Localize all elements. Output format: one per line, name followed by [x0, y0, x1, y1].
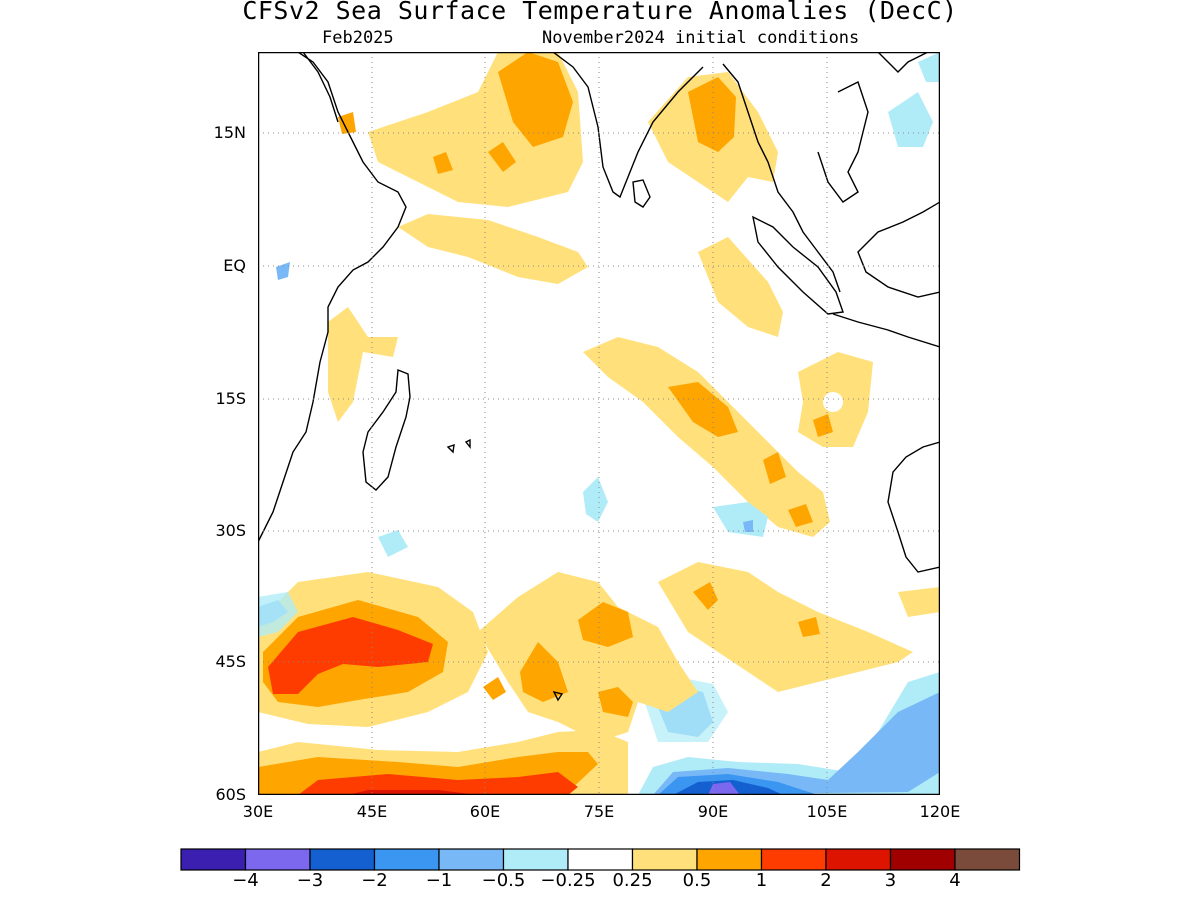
colorbar-label: 3: [884, 870, 897, 891]
anomaly-pos05-sc-blob4: [483, 677, 506, 700]
colorbar-label: 2: [820, 870, 832, 891]
lon-label-45e: 45E: [356, 802, 388, 821]
colorbar-swatch: [180, 848, 247, 871]
anomaly-pos05-arabian1: [498, 52, 573, 147]
colorbar-label: −1: [425, 870, 453, 891]
anomaly-pos05-arabian2: [488, 142, 516, 172]
colorbar-label: 1: [755, 870, 768, 891]
colorbar-swatch: [438, 848, 505, 871]
anomaly-neg025-mid: [583, 477, 608, 522]
colorbar-label: −0.5: [481, 870, 526, 891]
anomaly-neg025-mid-east: [713, 502, 768, 537]
valid-month-label: Feb2025: [322, 28, 394, 48]
anomaly-pos1-southwest: [298, 772, 578, 795]
lat-label-eq: EQ: [223, 256, 246, 275]
lat-label-15s: 15S: [215, 389, 246, 408]
anomaly-pos05-arabian3: [433, 152, 453, 174]
colorbar-label: −0.25: [540, 870, 596, 891]
lon-label-60e: 60E: [469, 802, 501, 821]
colorbar-swatch: [567, 848, 634, 871]
colorbar-label: −2: [361, 870, 388, 891]
anomaly-pos05-diag2: [763, 452, 786, 484]
anomaly-neg05-africa: [276, 262, 290, 280]
anomaly-neg025-ne: [918, 52, 940, 82]
colorbar-swatch: [760, 848, 827, 871]
anomaly-neg05-southeast: [653, 692, 940, 795]
anomaly-ocean-hole: [823, 392, 843, 412]
colorbar-swatch: [825, 848, 892, 871]
sst-anomaly-map: [258, 52, 940, 795]
colorbar-label: 0.25: [612, 870, 653, 891]
anomaly-neg025-scs: [888, 92, 933, 147]
anomaly-neg3-south: [708, 782, 740, 795]
map-grid: [258, 52, 940, 795]
anomaly-neg025-west: [378, 530, 408, 557]
anomaly-pos05-sc-blob1: [578, 602, 633, 647]
coastlines: [258, 52, 940, 702]
colorbar-label: 0.5: [682, 870, 712, 891]
anomaly-pos05-diag1: [668, 382, 738, 437]
colorbar-swatch: [889, 848, 956, 871]
colorbar-swatch: [631, 848, 698, 871]
lat-label-60s: 60S: [215, 785, 246, 804]
anomaly-pos05-diag3: [788, 504, 813, 527]
anomaly-pos05-east-blob2: [798, 617, 820, 637]
anomaly-pos025-diag-band: [583, 337, 830, 537]
colorbar-swatch: [309, 848, 376, 871]
lat-label-45s: 45S: [215, 652, 246, 671]
anomaly-pos05-east-loop: [813, 414, 833, 437]
anomaly-pos05-east-blob1: [693, 582, 718, 610]
lat-label-30s: 30S: [215, 521, 246, 540]
colorbar-label: −4: [232, 870, 259, 891]
colorbar-swatch: [696, 848, 763, 871]
colorbar-swatch: [954, 848, 1021, 871]
lon-label-105e: 105E: [806, 802, 848, 821]
colorbar-swatch: [373, 848, 440, 871]
lon-label-90e: 90E: [697, 802, 729, 821]
colorbar-swatch: [244, 848, 311, 871]
anomaly-pos025-east-band: [658, 562, 913, 692]
lon-label-120e: 120E: [919, 802, 961, 821]
colorbar-label: 4: [949, 870, 961, 891]
anomaly-pos1-sw-blob: [268, 617, 433, 694]
anomaly-pos025-eq-band: [398, 214, 588, 284]
colorbar: [180, 848, 1021, 871]
lat-label-15n: 15N: [213, 123, 246, 142]
anomaly-pos025-east-edge: [898, 587, 940, 617]
init-conditions-label: November2024 initial conditions: [542, 28, 860, 48]
colorbar-swatch: [502, 848, 569, 871]
anomaly-neg025-sw-edge: [258, 592, 298, 637]
map-title: CFSv2 Sea Surface Temperature Anomalies …: [242, 0, 958, 25]
anomaly-pos025-east-eq: [698, 237, 783, 337]
lon-label-75e: 75E: [583, 802, 615, 821]
anomaly-neg05-mid-east: [743, 520, 753, 532]
colorbar-label: −3: [296, 870, 324, 891]
anomaly-pos05-sc-blob3: [598, 687, 633, 717]
anomaly-pos025-madag-west: [328, 307, 398, 422]
anomaly-pos05-sc-blob2: [520, 642, 568, 702]
anomaly-pos025-sc-band: [478, 572, 698, 742]
anomaly-pos05-arabian4: [338, 112, 356, 134]
lon-label-30e: 30E: [242, 802, 274, 821]
